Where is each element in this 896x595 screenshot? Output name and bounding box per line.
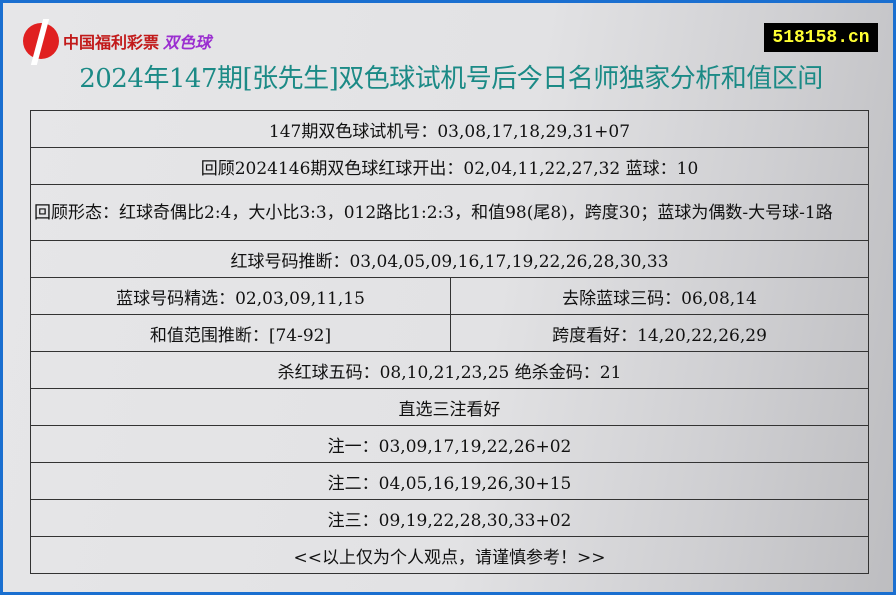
logo-game: 双色球 — [163, 33, 212, 52]
prediction-table: 147期双色球试机号：03,08,17,18,29,31+07 回顾202414… — [30, 110, 869, 574]
lottery-logo-icon — [23, 23, 59, 59]
pattern-review: 回顾形态：红球奇偶比2:4，大小比3:3，012路比1:2:3，和值98(尾8)… — [30, 184, 869, 241]
span-pick: 跨度看好：14,20,22,26,29 — [450, 314, 869, 352]
disclaimer: <<以上仅为个人观点，请谨慎参考！>> — [30, 536, 869, 574]
kill-numbers: 杀红球五码：08,10,21,23,25 绝杀金码：21 — [30, 351, 869, 389]
blue-remove: 去除蓝球三码：06,08,14 — [450, 277, 869, 315]
direct-heading: 直选三注看好 — [30, 388, 869, 426]
bet-1: 注一：03,09,17,19,22,26+02 — [30, 425, 869, 463]
site-badge: 518158.cn — [764, 23, 878, 52]
page-title: 2024年147期[张先生]双色球试机号后今日名师独家分析和值区间 — [79, 64, 823, 94]
blue-pick: 蓝球号码精选：02,03,09,11,15 — [30, 277, 451, 315]
trial-numbers: 147期双色球试机号：03,08,17,18,29,31+07 — [30, 110, 869, 148]
red-prediction: 红球号码推断：03,04,05,09,16,17,19,22,26,28,30,… — [30, 240, 869, 278]
bet-2: 注二：04,05,16,19,26,30+15 — [30, 462, 869, 500]
logo-text: 中国福利彩票 — [63, 33, 160, 52]
previous-draw: 回顾2024146期双色球红球开出：02,04,11,22,27,32 蓝球：1… — [30, 147, 869, 185]
logo: 中国福利彩票 双色球 — [23, 23, 211, 59]
bet-3: 注三：09,19,22,28,30,33+02 — [30, 499, 869, 537]
sum-range: 和值范围推断：[74-92] — [30, 314, 451, 352]
